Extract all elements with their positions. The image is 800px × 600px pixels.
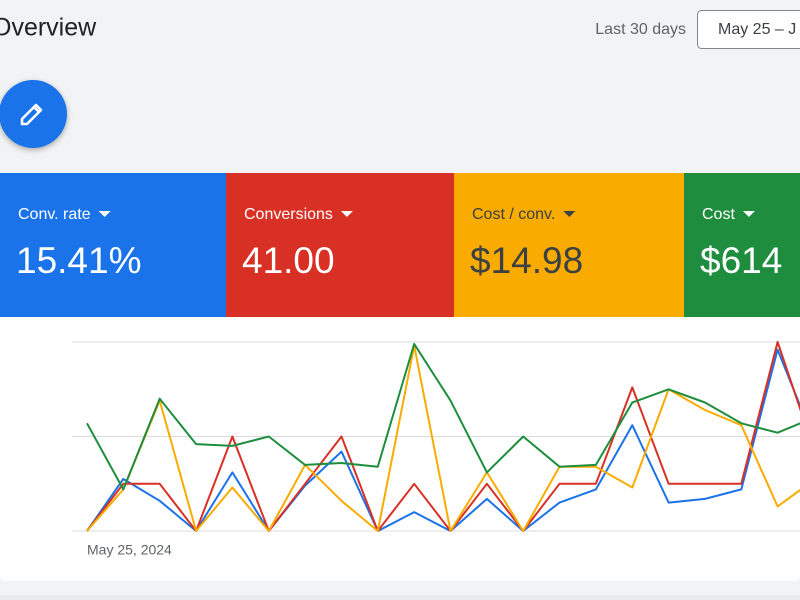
metric-card[interactable]	[454, 173, 684, 318]
dropdown-arrow	[98, 211, 111, 217]
metric-label: Conversions	[244, 206, 333, 223]
metric-card[interactable]	[226, 173, 454, 318]
series-line	[86, 344, 800, 532]
metric-card[interactable]	[684, 173, 800, 318]
series-line	[86, 342, 800, 491]
metric-value: 15.41%	[16, 240, 142, 281]
date-button-label[interactable]: May 25 – J	[718, 21, 796, 38]
dropdown-arrow	[340, 211, 353, 217]
page-title: Overview	[0, 14, 97, 42]
range-label: Last 30 days	[595, 21, 686, 38]
metric-value: $614	[700, 240, 782, 281]
pencil-icon	[20, 103, 43, 126]
x-tick-label: May 25, 2024	[87, 542, 172, 558]
chart-panel	[0, 317, 800, 581]
metric-cards: Conv. rate 15.41% Conversions 41.00 Cost / c…	[0, 173, 800, 318]
metric-label: Conv. rate	[18, 206, 91, 223]
chart-panel-top	[0, 317, 800, 327]
metric-value: $14.98	[470, 240, 583, 281]
chart: May 25, 2024	[72, 341, 800, 558]
next-panel	[0, 595, 800, 600]
dropdown-arrow	[742, 211, 755, 217]
edit-button[interactable]	[0, 80, 67, 148]
dropdown-arrow	[563, 211, 576, 217]
metric-label: Cost	[702, 206, 735, 223]
metric-card[interactable]	[0, 173, 226, 318]
metric-value: 41.00	[242, 240, 335, 281]
date-button[interactable]	[697, 10, 800, 49]
metric-label: Cost / conv.	[472, 206, 555, 223]
